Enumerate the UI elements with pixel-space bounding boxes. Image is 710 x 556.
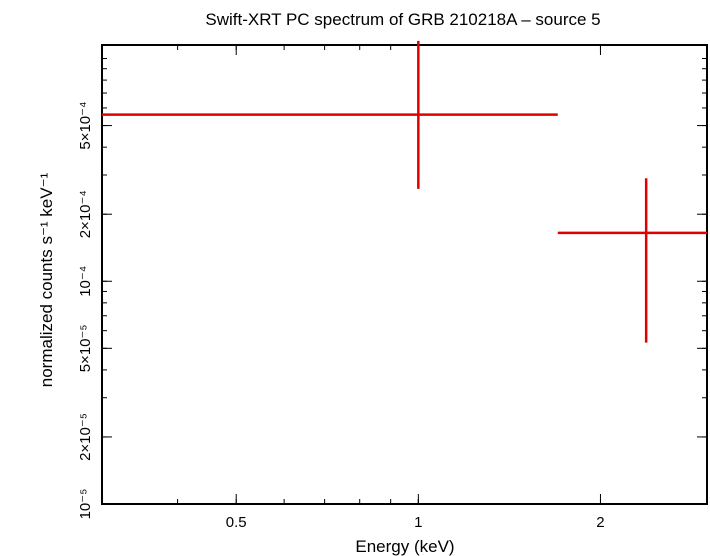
chart-title: Swift-XRT PC spectrum of GRB 210218A – s… [205,10,600,29]
plot-frame [101,44,708,505]
y-tick-label: 2×10⁻⁵ [77,413,94,461]
y-tick-label: 5×10⁻⁵ [77,324,94,372]
tick-labels: 0.5 1 2 10⁻⁵ 2×10⁻⁵ 5×10⁻⁵ 10⁻⁴ 2×10⁻⁴ 5×10⁻⁴ [77,101,605,531]
y-tick-label: 10⁻⁴ [77,266,94,297]
x-tick-label: 0.5 [226,514,247,531]
x-axis-label: Energy (keV) [355,537,454,556]
y-tick-label: 5×10⁻⁴ [77,101,94,149]
y-tick-label: 2×10⁻⁴ [77,190,94,238]
x-tick-label: 2 [596,514,604,531]
axis-ticks [101,45,708,505]
data-marks [102,40,707,343]
x-tick-label: 1 [414,514,422,531]
y-tick-label: 10⁻⁵ [77,489,94,520]
y-axis-label: normalized counts s⁻¹ keV⁻¹ [37,172,56,387]
